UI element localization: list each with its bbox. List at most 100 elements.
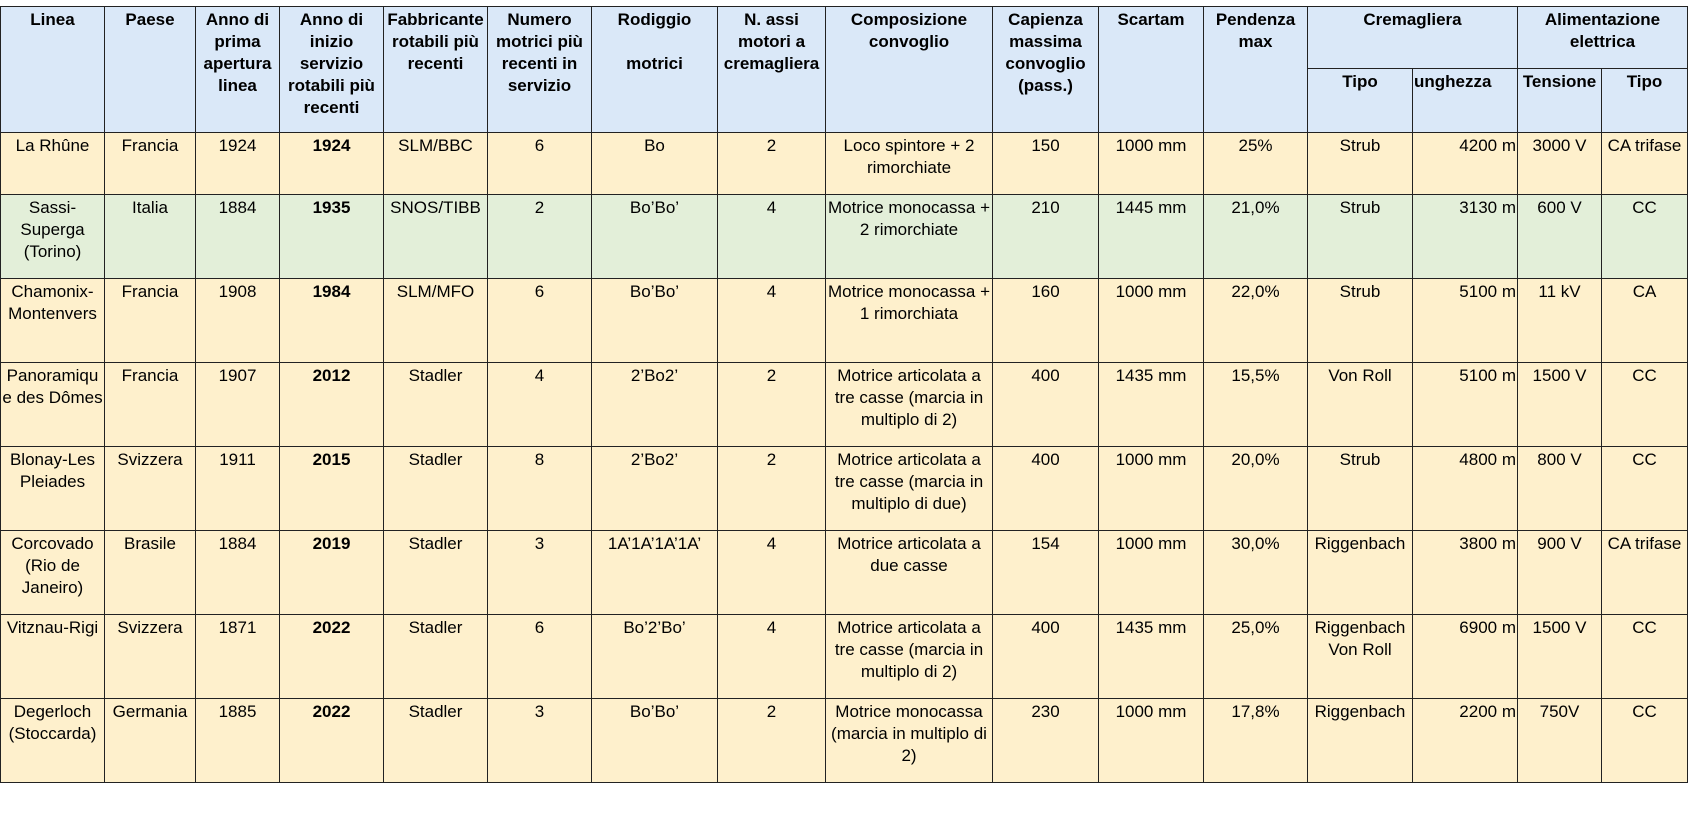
cell-pendenza: 17,8% — [1203, 698, 1308, 783]
cell-alimentazione-tipo: CA trifase — [1600, 530, 1689, 615]
cell-numero-motrici: 6 — [487, 614, 592, 699]
cell-anno-servizio: 1935 — [279, 194, 384, 279]
header-composizione: Composizione convoglio — [825, 6, 993, 133]
cell-anno-servizio: 1924 — [279, 132, 384, 195]
header-cremagliera-tipo: Tipo — [1307, 68, 1413, 133]
cell-cremagliera-tipo: Von Roll — [1307, 362, 1413, 447]
cell-rodiggio: 2’Bo2’ — [591, 362, 718, 447]
cell-cremagliera-tipo: Strub — [1307, 194, 1413, 279]
cell-linea: Blonay-Les Pleiades — [0, 446, 105, 531]
cell-capienza: 230 — [992, 698, 1099, 783]
cell-capienza: 150 — [992, 132, 1099, 195]
cell-assi: 4 — [717, 614, 826, 699]
header-numero-motrici: Numero motrici più recenti in servizio — [487, 6, 592, 133]
cell-anno-servizio: 2022 — [279, 698, 384, 783]
table-row: Vitznau-Rigi Svizzera 1871 2022 Stadler 6 Bo’2… — [0, 614, 1689, 699]
cell-rodiggio: 1A’1A’1A’1A’ — [591, 530, 718, 615]
cell-pendenza: 21,0% — [1203, 194, 1308, 279]
cell-lunghezza: 4800 m — [1412, 446, 1518, 531]
cell-fabbricante: SLM/MFO — [383, 278, 488, 363]
cell-rodiggio: Bo — [591, 132, 718, 195]
cell-anno-servizio: 1984 — [279, 278, 384, 363]
cell-assi: 4 — [717, 194, 826, 279]
cell-lunghezza: 5100 m — [1412, 362, 1518, 447]
cell-scartamento: 1435 mm — [1098, 614, 1204, 699]
header-tensione: Tensione — [1517, 68, 1602, 133]
header-scartamento: Scartam — [1098, 6, 1204, 133]
cell-linea: Panoramique des Dômes — [0, 362, 105, 447]
cell-composizione: Motrice articolata a tre casse (marcia i… — [825, 446, 993, 531]
cell-numero-motrici: 4 — [487, 362, 592, 447]
cell-paese: Brasile — [104, 530, 196, 615]
header-cremagliera-lunghezza: unghezza — [1412, 68, 1518, 133]
cell-tensione: 11 kV — [1517, 278, 1602, 363]
cell-tensione: 750V — [1517, 698, 1602, 783]
header-cremagliera: Cremagliera — [1307, 6, 1518, 69]
table-row: Blonay-Les Pleiades Svizzera 1911 2015 Stadl… — [0, 446, 1689, 531]
cell-anno-apertura: 1884 — [195, 530, 280, 615]
cell-anno-apertura: 1884 — [195, 194, 280, 279]
cell-rodiggio: 2’Bo2’ — [591, 446, 718, 531]
cell-assi: 2 — [717, 362, 826, 447]
cell-fabbricante: Stadler — [383, 446, 488, 531]
cell-cremagliera-tipo: Riggenbach — [1307, 530, 1413, 615]
cell-scartamento: 1000 mm — [1098, 446, 1204, 531]
header-rodiggio: Rodiggio motrici — [591, 6, 718, 133]
cell-linea: La Rhûne — [0, 132, 105, 195]
cell-alimentazione-tipo: CC — [1600, 446, 1689, 531]
cell-alimentazione-tipo: CC — [1600, 614, 1689, 699]
cell-numero-motrici: 3 — [487, 530, 592, 615]
cell-composizione: Motrice articolata a due casse — [825, 530, 993, 615]
cell-lunghezza: 3130 m — [1412, 194, 1518, 279]
cell-capienza: 154 — [992, 530, 1099, 615]
table-row: Sassi-Superga (Torino) Italia 1884 1935 SNOS… — [0, 194, 1689, 279]
cell-numero-motrici: 3 — [487, 698, 592, 783]
cell-anno-apertura: 1911 — [195, 446, 280, 531]
cell-alimentazione-tipo: CA — [1600, 278, 1689, 363]
cell-tensione: 1500 V — [1517, 614, 1602, 699]
cell-linea: Degerloch (Stoccarda) — [0, 698, 105, 783]
cell-composizione: Loco spintore + 2 rimorchiate — [825, 132, 993, 195]
cell-fabbricante: Stadler — [383, 362, 488, 447]
cell-alimentazione-tipo: CC — [1600, 362, 1689, 447]
cell-fabbricante: Stadler — [383, 530, 488, 615]
cell-paese: Francia — [104, 278, 196, 363]
cell-tensione: 1500 V — [1517, 362, 1602, 447]
cell-linea: Corcovado (Rio de Janeiro) — [0, 530, 105, 615]
cell-assi: 2 — [717, 446, 826, 531]
cell-lunghezza: 6900 m — [1412, 614, 1518, 699]
cell-fabbricante: Stadler — [383, 614, 488, 699]
cell-assi: 4 — [717, 278, 826, 363]
cell-fabbricante: SLM/BBC — [383, 132, 488, 195]
table-body: La Rhûne Francia 1924 1924 SLM/BBC 6 Bo 2 Loco s… — [0, 132, 1689, 783]
cell-cremagliera-tipo: Strub — [1307, 278, 1413, 363]
cell-numero-motrici: 8 — [487, 446, 592, 531]
cell-anno-apertura: 1924 — [195, 132, 280, 195]
cell-assi: 2 — [717, 698, 826, 783]
table-row: Degerloch (Stoccarda) Germania 1885 2022 Sta… — [0, 698, 1689, 783]
cell-capienza: 400 — [992, 362, 1099, 447]
cell-composizione: Motrice monocassa + 2 rimorchiate — [825, 194, 993, 279]
table-row: Chamonix-Montenvers Francia 1908 1984 SLM/MF… — [0, 278, 1689, 363]
cell-anno-servizio: 2022 — [279, 614, 384, 699]
cell-rodiggio: Bo’Bo’ — [591, 278, 718, 363]
cell-lunghezza: 4200 m — [1412, 132, 1518, 195]
cell-composizione: Motrice articolata a tre casse (marcia i… — [825, 362, 993, 447]
cell-capienza: 160 — [992, 278, 1099, 363]
cell-composizione: Motrice monocassa (marcia in multiplo di… — [825, 698, 993, 783]
header-anno-apertura: Anno di prima apertura linea — [195, 6, 280, 133]
cell-anno-apertura: 1907 — [195, 362, 280, 447]
cell-tensione: 900 V — [1517, 530, 1602, 615]
cell-paese: Francia — [104, 362, 196, 447]
cell-composizione: Motrice articolata a tre casse (marcia i… — [825, 614, 993, 699]
cell-fabbricante: SNOS/TIBB — [383, 194, 488, 279]
cell-paese: Svizzera — [104, 446, 196, 531]
rack-railway-table: Linea Paese Anno di prima apertura linea… — [0, 6, 1689, 783]
cell-pendenza: 15,5% — [1203, 362, 1308, 447]
cell-anno-apertura: 1885 — [195, 698, 280, 783]
cell-anno-apertura: 1871 — [195, 614, 280, 699]
cell-cremagliera-tipo: Riggenbach Von Roll — [1307, 614, 1413, 699]
header-pendenza: Pendenza max — [1203, 6, 1308, 133]
header-alimentazione-tipo: Tipo — [1600, 68, 1689, 133]
header-anno-servizio: Anno di inizio servizio rotabili più rec… — [279, 6, 384, 133]
